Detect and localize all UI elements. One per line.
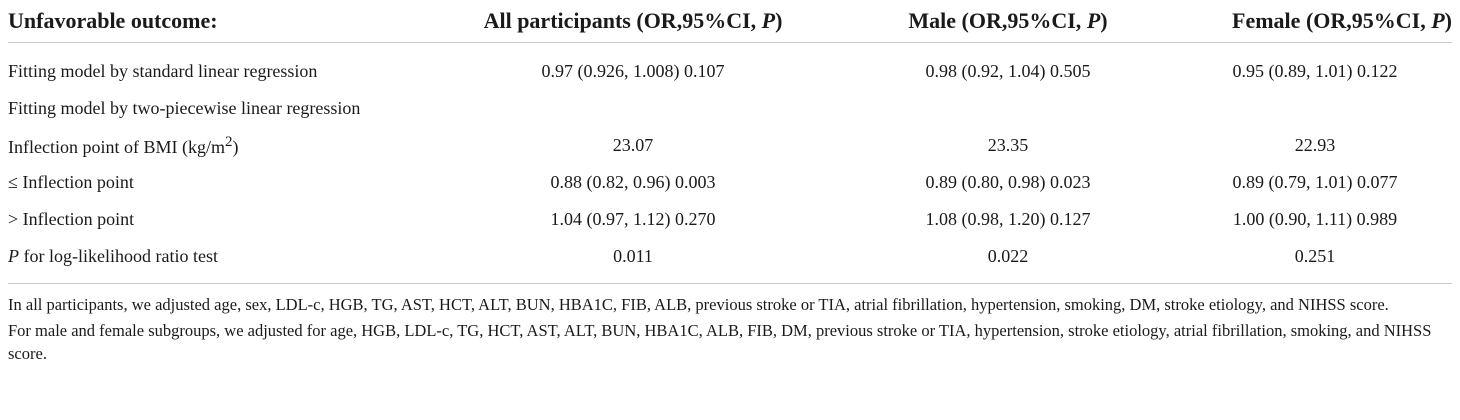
cell-all: 0.97 (0.926, 1.008) 0.107 — [541, 61, 725, 81]
row-label: ≤ Inflection point — [8, 172, 134, 192]
header-all-participants: All participants (OR,95%CI, P) — [428, 0, 838, 43]
cell-female: 22.93 — [1294, 135, 1336, 155]
cell-all: 0.88 (0.82, 0.96) 0.003 — [550, 172, 716, 192]
table-row: > Inflection point 1.04 (0.97, 1.12) 0.2… — [8, 201, 1452, 238]
cell-female: 0.95 (0.89, 1.01) 0.122 — [1232, 61, 1398, 81]
cell-male: 23.35 — [987, 135, 1029, 155]
cell-female — [1178, 90, 1452, 127]
header-female: Female (OR,95%CI, P) — [1178, 0, 1452, 43]
cell-all — [428, 90, 838, 127]
footnote: In all participants, we adjusted age, se… — [8, 295, 1389, 314]
superscript: 2 — [224, 133, 233, 150]
table-row: Inflection point of BMI (kg/m2) 23.07 23… — [8, 127, 1452, 164]
row-label: P for log-likelihood ratio test — [8, 238, 428, 284]
cell-female: 0.251 — [1178, 238, 1452, 284]
table-row: Fitting model by two-piecewise linear re… — [8, 90, 1452, 127]
cell-all: 1.04 (0.97, 1.12) 0.270 — [550, 209, 716, 229]
table-row: P for log-likelihood ratio test 0.011 0.… — [8, 238, 1452, 284]
table-footnotes: In all participants, we adjusted age, se… — [8, 293, 1452, 365]
cell-all: 0.011 — [428, 238, 838, 284]
row-label: Fitting model by two-piecewise linear re… — [8, 98, 361, 118]
cell-male: 1.08 (0.98, 1.20) 0.127 — [925, 209, 1091, 229]
row-label: > Inflection point — [8, 209, 135, 229]
table-row: Fitting model by standard linear regress… — [8, 43, 1452, 91]
cell-male — [838, 90, 1178, 127]
footnote: For male and female subgroups, we adjust… — [8, 321, 1432, 363]
table-row: ≤ Inflection point 0.88 (0.82, 0.96) 0.0… — [8, 164, 1452, 201]
header-male: Male (OR,95%CI, P) — [838, 0, 1178, 43]
results-table: Unfavorable outcome: All participants (O… — [8, 0, 1452, 284]
row-label: Inflection point of BMI (kg/m2) — [8, 133, 239, 157]
cell-male: 0.022 — [838, 238, 1178, 284]
cell-female: 0.89 (0.79, 1.01) 0.077 — [1232, 172, 1398, 192]
header-row: Unfavorable outcome: All participants (O… — [8, 0, 1452, 43]
cell-male: 0.98 (0.92, 1.04) 0.505 — [925, 61, 1091, 81]
cell-all: 23.07 — [612, 135, 654, 155]
header-outcome: Unfavorable outcome: — [8, 0, 428, 43]
cell-male: 0.89 (0.80, 0.98) 0.023 — [925, 172, 1091, 192]
cell-female: 1.00 (0.90, 1.11) 0.989 — [1232, 209, 1398, 229]
row-label: Fitting model by standard linear regress… — [8, 61, 318, 81]
